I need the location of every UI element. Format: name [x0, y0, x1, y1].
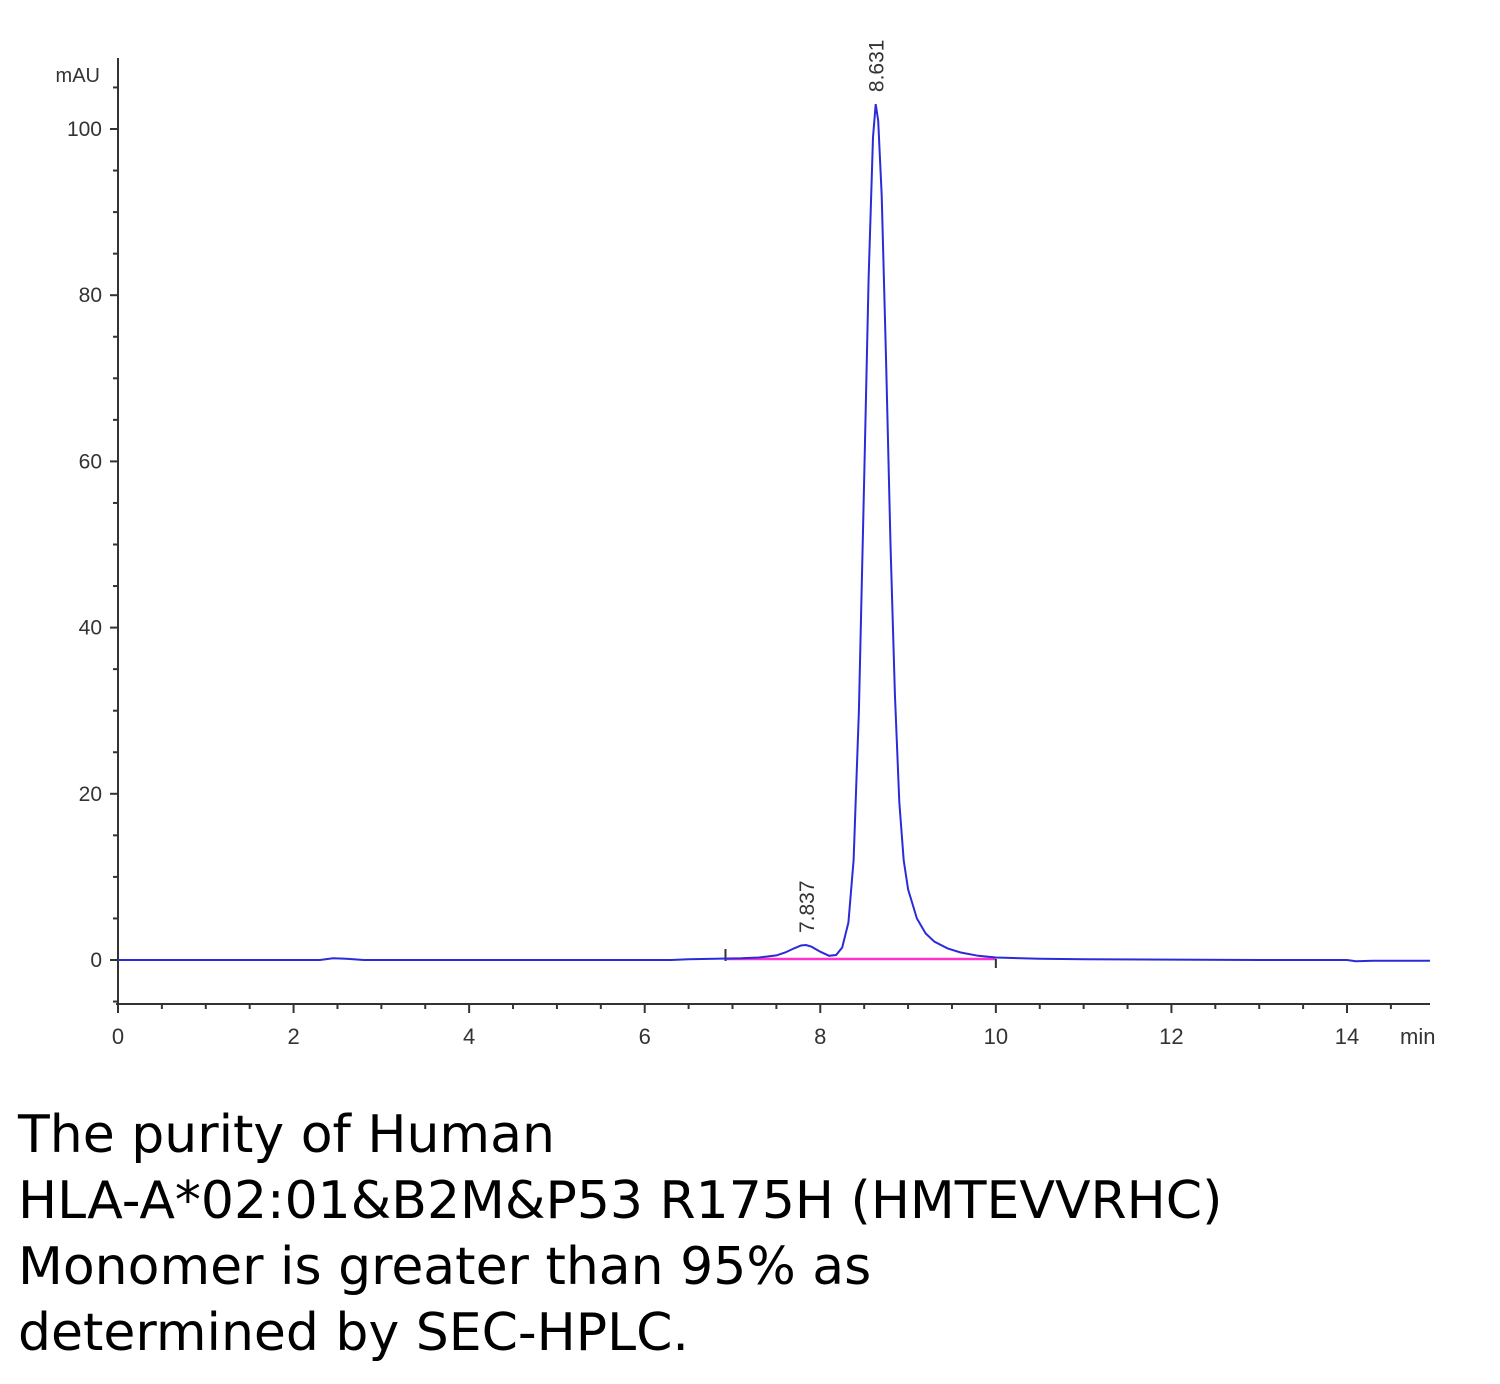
caption: The purity of Human HLA-A*02:01&B2M&P53 …: [18, 1102, 1478, 1366]
x-axis-label: min: [1400, 1024, 1435, 1049]
y-tick-label: 20: [79, 783, 102, 806]
y-axis-ticks: 0 20 40 60 80 100: [67, 86, 118, 1003]
x-tick-label: 4: [463, 1024, 475, 1049]
x-tick-label: 8: [814, 1024, 826, 1049]
y-axis-label: mAU: [56, 65, 100, 87]
x-tick-label: 0: [112, 1024, 124, 1049]
x-tick-label: 12: [1159, 1024, 1183, 1049]
x-tick-label: 2: [287, 1024, 299, 1049]
chromatogram-trace: [118, 103, 1430, 963]
y-tick-label: 100: [67, 118, 102, 141]
peak-label: 7.837: [796, 880, 819, 933]
caption-line: Monomer is greater than 95% as: [18, 1237, 872, 1297]
caption-line: The purity of Human: [18, 1105, 555, 1165]
y-tick-label: 0: [90, 949, 102, 972]
x-tick-label: 14: [1335, 1024, 1359, 1049]
x-tick-label: 10: [984, 1024, 1008, 1049]
y-tick-label: 80: [79, 284, 102, 307]
y-tick-label: 40: [79, 617, 102, 640]
caption-line: determined by SEC-HPLC.: [18, 1303, 689, 1363]
peak-label: 8.631: [866, 40, 889, 93]
x-axis-ticks: 0 2 4 6 8 10 12 14: [112, 1004, 1392, 1049]
x-tick-label: 6: [639, 1024, 651, 1049]
peak-labels: 7.837 8.631: [796, 40, 889, 934]
y-tick-label: 60: [79, 450, 102, 473]
caption-line: HLA-A*02:01&B2M&P53 R175H (HMTEVVRHC): [18, 1171, 1223, 1231]
chromatogram-chart: mAU min 0 20 40 60 80 100 0 2 4 6 8 10 12 14 7.837 8.…: [56, 40, 1436, 1049]
